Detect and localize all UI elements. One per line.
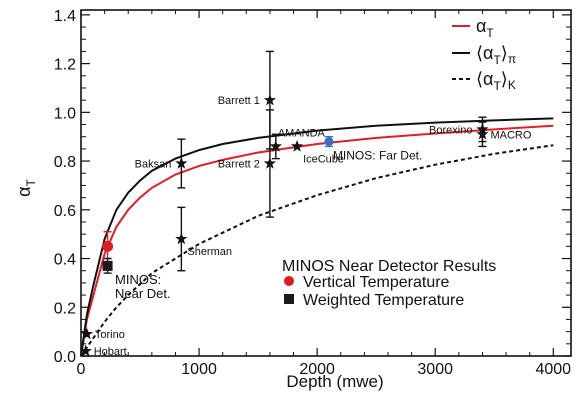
y-tick-label: 0.6 bbox=[54, 203, 76, 220]
minos-far-marker bbox=[324, 137, 334, 147]
x-axis-label: Depth (mwe) bbox=[286, 372, 383, 391]
y-tick-label: 0.0 bbox=[54, 349, 76, 366]
star-marker bbox=[175, 232, 188, 245]
star-marker bbox=[476, 127, 489, 140]
x-tick-label: 3000 bbox=[417, 361, 453, 378]
star-marker bbox=[263, 93, 277, 106]
legend: αT ⟨αT⟩π⟨αT⟩K bbox=[452, 16, 516, 93]
series-line-1 bbox=[80, 117, 554, 357]
legend-label-0: αT bbox=[476, 16, 494, 40]
vertical-temperature-marker bbox=[284, 276, 294, 286]
minos-far-label: MINOS: Far Det. bbox=[333, 149, 422, 163]
results-vertical-label: Vertical Temperature bbox=[303, 274, 450, 291]
minos-near-vertical-marker bbox=[102, 240, 114, 252]
weighted-temperature-marker bbox=[284, 294, 294, 304]
series-lines bbox=[80, 117, 554, 357]
star-marker bbox=[175, 157, 188, 169]
y-tick-label: 0.4 bbox=[54, 252, 76, 269]
svg-text:αT: αT bbox=[14, 178, 38, 196]
series-line-2 bbox=[80, 144, 554, 357]
experiment-label: Barrett 1 bbox=[218, 95, 260, 107]
minos-near-weighted-marker bbox=[102, 260, 113, 271]
star-marker bbox=[290, 140, 304, 152]
x-tick-label: 0 bbox=[77, 361, 86, 378]
results-weighted-label: Weighted Temperature bbox=[303, 292, 464, 309]
experiment-label: Borexino bbox=[429, 124, 472, 136]
x-tick-label: 1000 bbox=[181, 361, 217, 378]
x-tick-label: 4000 bbox=[535, 361, 571, 378]
star-marker bbox=[79, 344, 92, 357]
series-line-0 bbox=[80, 124, 554, 357]
y-tick-label: 1.2 bbox=[54, 57, 76, 74]
x-tick-label: 2000 bbox=[299, 361, 335, 378]
experiment-points: Torino Hobart Baksan Sherman Barrett 1 Barret… bbox=[79, 50, 532, 358]
results-title: MINOS Near Detector Results bbox=[282, 258, 496, 275]
experiment-label: Hobart bbox=[94, 346, 127, 358]
y-tick-label: 0.2 bbox=[54, 300, 76, 317]
experiment-label: Sherman bbox=[187, 246, 232, 258]
experiment-label: Torino bbox=[95, 329, 125, 341]
minos-near-label-line1: MINOS: bbox=[115, 272, 161, 287]
experiment-label: AMANDA bbox=[278, 127, 326, 139]
axis-ticks: 0 1000 2000 3000 4000 0.0 0.2 0.4 0.6 0.8 1.0 1.2 1.… bbox=[54, 8, 571, 378]
y-axis-label-main: α bbox=[14, 186, 34, 196]
star-marker bbox=[269, 140, 282, 152]
minos-near-label-line2: Near Det. bbox=[115, 286, 171, 301]
legend-label-2: ⟨αT⟩K bbox=[476, 69, 516, 93]
experiment-label: IceCube bbox=[303, 153, 344, 165]
results-box: MINOS Near Detector Results Vertical Tem… bbox=[282, 258, 496, 309]
experiment-label: Barrett 2 bbox=[218, 159, 260, 171]
legend-label-1: ⟨αT⟩π bbox=[476, 43, 516, 67]
star-marker bbox=[80, 327, 94, 340]
y-axis-label-sub: T bbox=[24, 178, 38, 186]
y-axis-label: αT bbox=[14, 178, 38, 196]
experiment-label: MACRO bbox=[490, 129, 531, 141]
star-marker bbox=[263, 157, 277, 169]
y-tick-label: 0.8 bbox=[54, 154, 76, 171]
experiment-label: Baksan bbox=[135, 159, 172, 171]
y-tick-label: 1.4 bbox=[54, 8, 76, 25]
plot-frame bbox=[80, 9, 572, 357]
y-tick-label: 1.0 bbox=[54, 105, 76, 122]
